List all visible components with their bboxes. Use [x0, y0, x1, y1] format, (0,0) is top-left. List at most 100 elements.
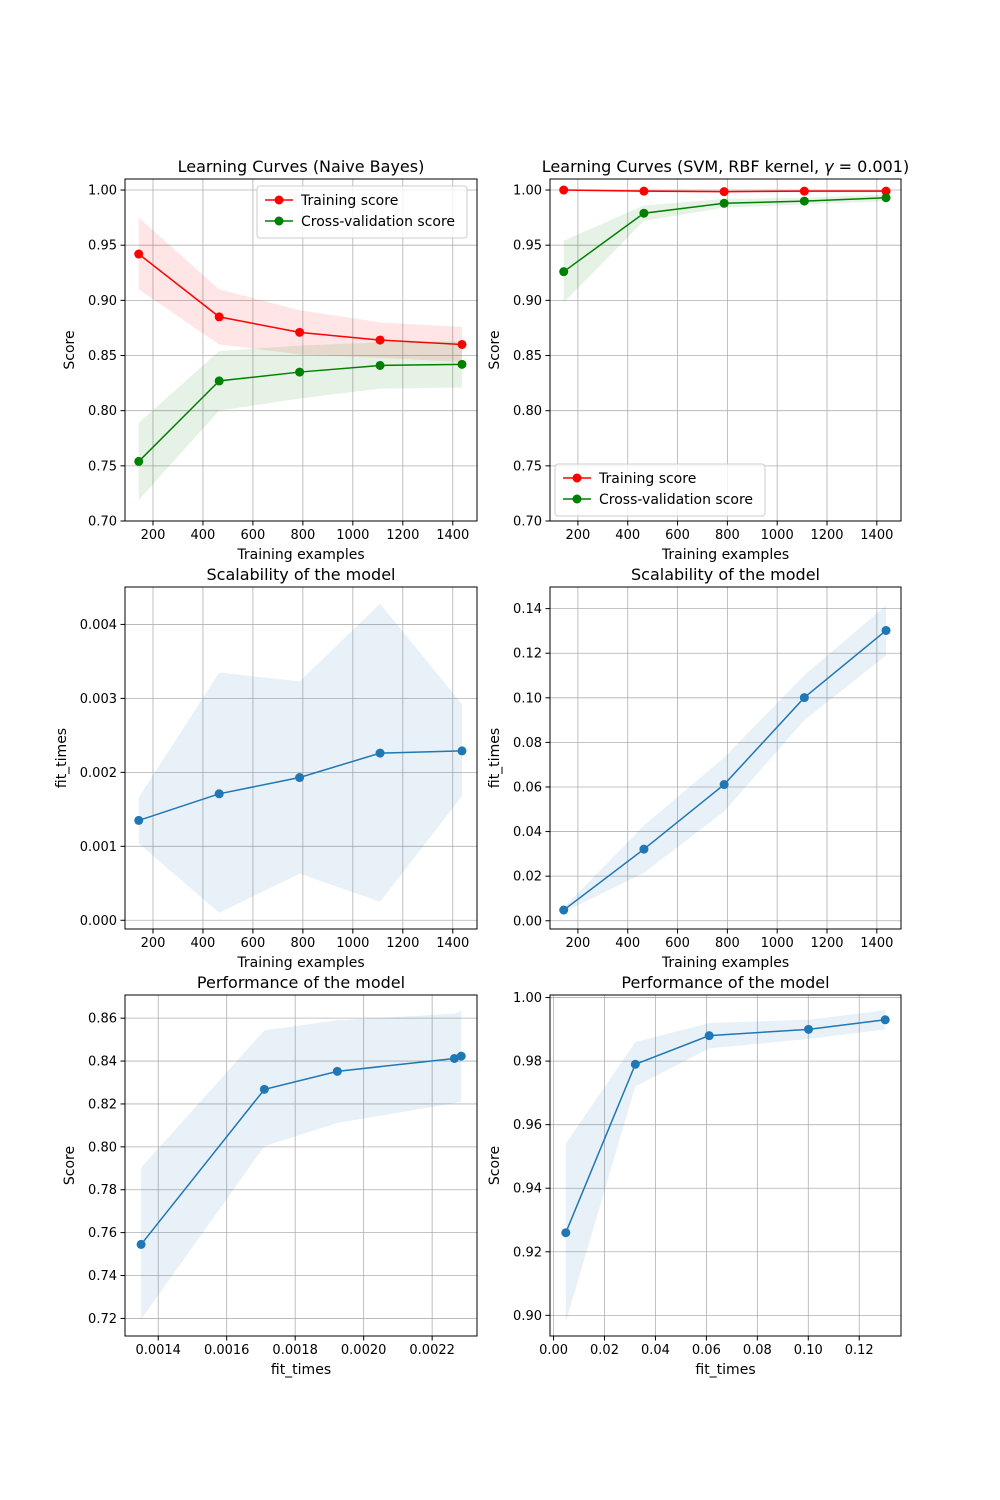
y-tick-label: 0.80 — [88, 404, 117, 419]
legend-marker — [274, 195, 284, 205]
x-tick-label: 0.02 — [590, 1343, 619, 1358]
y-tick-label: 0.90 — [513, 1309, 542, 1324]
training-score-point — [214, 312, 224, 322]
series-band — [565, 1010, 886, 1322]
y-tick-label: 0.72 — [88, 1312, 117, 1327]
series-point — [295, 773, 305, 783]
y-tick-label: 0.08 — [513, 736, 542, 751]
x-tick-label: 1000 — [336, 528, 369, 543]
series-point — [214, 789, 224, 799]
x-tick-label: 0.00 — [539, 1343, 568, 1358]
y-tick-label: 0.80 — [513, 404, 542, 419]
x-tick-label: 600 — [665, 528, 690, 543]
y-tick-label: 0.96 — [513, 1118, 542, 1133]
series-point — [559, 905, 569, 915]
x-tick-label: 1400 — [436, 528, 469, 543]
panel-title: Learning Curves (SVM, RBF kernel, γ = 0.… — [542, 157, 909, 176]
y-tick-label: 0.75 — [88, 459, 117, 474]
y-tick-label: 0.95 — [88, 239, 117, 254]
x-tick-label: 0.0020 — [341, 1343, 387, 1358]
series-point — [630, 1059, 640, 1069]
y-axis-label: Score — [62, 330, 78, 369]
y-tick-label: 0.70 — [88, 515, 117, 530]
series-point — [136, 1239, 146, 1249]
x-tick-label: 600 — [240, 936, 265, 951]
cross-validation-score-point — [375, 360, 385, 370]
cross-validation-score-band — [563, 194, 887, 303]
legend: Training score Cross-validation score — [554, 463, 766, 517]
axes-frame — [549, 178, 902, 522]
title-part: Scalability of the model — [207, 565, 396, 584]
y-tick-label: 0.78 — [88, 1183, 117, 1198]
y-tick-label: 0.004 — [80, 618, 117, 633]
series-point — [799, 693, 809, 703]
training-score-point — [799, 186, 809, 196]
y-tick-label: 1.00 — [88, 184, 117, 199]
x-tick-label: 1400 — [860, 528, 893, 543]
series-band — [138, 603, 463, 913]
y-tick-label: 0.92 — [513, 1245, 542, 1260]
x-axis-label: Training examples — [661, 955, 789, 971]
x-tick-label: 0.0016 — [204, 1343, 250, 1358]
series-point — [704, 1031, 714, 1041]
y-tick-label: 0.02 — [513, 870, 542, 885]
legend: Training score Cross-validation score — [256, 185, 468, 239]
y-tick-label: 0.85 — [88, 349, 117, 364]
training-score-point — [559, 185, 569, 195]
y-tick-label: 0.84 — [88, 1055, 117, 1070]
x-tick-label: 0.0018 — [272, 1343, 318, 1358]
x-tick-label: 0.0022 — [409, 1343, 455, 1358]
y-tick-label: 0.98 — [513, 1055, 542, 1070]
panel-title: Scalability of the model — [631, 565, 820, 584]
x-tick-label: 1400 — [436, 936, 469, 951]
cross-validation-score-point — [457, 359, 467, 369]
y-tick-label: 0.04 — [513, 825, 542, 840]
x-tick-label: 600 — [240, 528, 265, 543]
axes-frame — [124, 178, 478, 522]
x-tick-label: 1200 — [386, 936, 419, 951]
x-tick-label: 0.0014 — [135, 1343, 181, 1358]
x-tick-label: 0.08 — [743, 1343, 772, 1358]
series-point — [456, 1051, 466, 1061]
y-tick-label: 0.95 — [513, 239, 542, 254]
x-tick-label: 1200 — [810, 936, 843, 951]
x-tick-label: 200 — [141, 936, 166, 951]
series-point — [881, 625, 891, 635]
cross-validation-score-point — [214, 376, 224, 386]
title-part: Performance of the model — [621, 973, 829, 992]
cross-validation-score-point — [639, 208, 649, 218]
panel-svm-scalability: 200 400 600 800 1000 1200 1400 0.00 0.02 0.04 0.06… — [487, 565, 902, 971]
x-tick-label: 1000 — [336, 936, 369, 951]
y-tick-label: 0.06 — [513, 780, 542, 795]
training-score-point — [639, 186, 649, 196]
x-tick-label: 400 — [191, 936, 216, 951]
x-axis-label: fit_times — [271, 1362, 331, 1378]
x-axis-label: Training examples — [236, 547, 364, 563]
x-tick-label: 1200 — [810, 528, 843, 543]
y-tick-label: 0.00 — [513, 914, 542, 929]
series-point — [134, 815, 144, 825]
x-tick-label: 800 — [290, 936, 315, 951]
y-tick-label: 0.90 — [88, 294, 117, 309]
y-tick-label: 0.76 — [88, 1226, 117, 1241]
x-tick-label: 800 — [290, 528, 315, 543]
x-tick-label: 1000 — [761, 936, 794, 951]
training-score-point — [457, 339, 467, 349]
training-score-point — [295, 327, 305, 337]
series-point — [375, 748, 385, 758]
cross-validation-score-point — [719, 198, 729, 208]
series-point — [880, 1015, 890, 1025]
training-score-point — [881, 186, 891, 196]
x-tick-label: 600 — [665, 936, 690, 951]
cross-validation-score-point — [881, 193, 891, 203]
legend-box — [554, 463, 766, 517]
x-tick-label: 800 — [715, 528, 740, 543]
panel-title: Performance of the model — [197, 973, 405, 992]
x-tick-label: 200 — [565, 936, 590, 951]
axes-frame — [549, 994, 902, 1337]
axes-frame — [549, 586, 902, 930]
title-part: Learning Curves (SVM, RBF kernel, — [542, 157, 824, 176]
panel-title: Scalability of the model — [207, 565, 396, 584]
x-tick-label: 400 — [191, 528, 216, 543]
series-band — [141, 1010, 462, 1320]
